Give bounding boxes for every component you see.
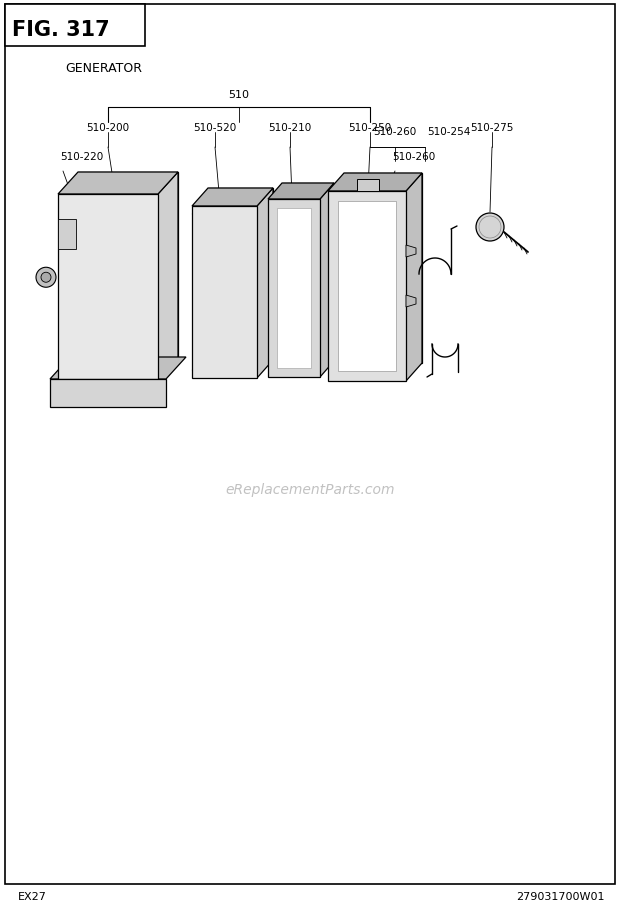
Bar bbox=[357, 180, 379, 192]
Text: 510-250: 510-250 bbox=[348, 123, 392, 133]
Circle shape bbox=[36, 268, 56, 288]
Polygon shape bbox=[50, 380, 166, 407]
Polygon shape bbox=[328, 192, 406, 381]
Text: 510: 510 bbox=[229, 90, 249, 100]
Polygon shape bbox=[406, 174, 422, 381]
Polygon shape bbox=[58, 220, 76, 250]
Polygon shape bbox=[58, 195, 158, 380]
Polygon shape bbox=[208, 188, 273, 360]
Polygon shape bbox=[257, 188, 273, 379]
Text: EX27: EX27 bbox=[18, 891, 47, 901]
Text: 279031700W01: 279031700W01 bbox=[516, 891, 605, 901]
Text: 510-210: 510-210 bbox=[268, 123, 312, 133]
Polygon shape bbox=[338, 202, 396, 371]
Polygon shape bbox=[406, 245, 416, 257]
Bar bbox=[5, 5, 145, 47]
Text: FIG. 317: FIG. 317 bbox=[12, 20, 110, 40]
Polygon shape bbox=[268, 184, 334, 199]
Text: 510-275: 510-275 bbox=[471, 123, 514, 133]
Polygon shape bbox=[268, 199, 320, 378]
Polygon shape bbox=[78, 173, 178, 357]
Text: 510-520: 510-520 bbox=[193, 123, 237, 133]
Polygon shape bbox=[282, 184, 334, 361]
Circle shape bbox=[476, 214, 504, 242]
Text: eReplacementParts.com: eReplacementParts.com bbox=[225, 482, 395, 496]
Polygon shape bbox=[406, 296, 416, 308]
Polygon shape bbox=[50, 357, 186, 380]
Polygon shape bbox=[320, 184, 334, 378]
Polygon shape bbox=[291, 193, 325, 353]
Circle shape bbox=[41, 273, 51, 283]
Text: 510-260: 510-260 bbox=[392, 152, 435, 162]
Polygon shape bbox=[192, 207, 257, 379]
Text: 510-220: 510-220 bbox=[60, 152, 104, 162]
Text: 510-254: 510-254 bbox=[427, 127, 471, 137]
Polygon shape bbox=[58, 173, 178, 195]
Polygon shape bbox=[344, 174, 422, 364]
Text: GENERATOR: GENERATOR bbox=[65, 62, 142, 74]
Polygon shape bbox=[158, 173, 178, 380]
Polygon shape bbox=[277, 209, 311, 369]
Text: 510-200: 510-200 bbox=[86, 123, 130, 133]
Polygon shape bbox=[328, 174, 422, 192]
Text: 510-260: 510-260 bbox=[373, 127, 417, 137]
Polygon shape bbox=[192, 188, 273, 207]
